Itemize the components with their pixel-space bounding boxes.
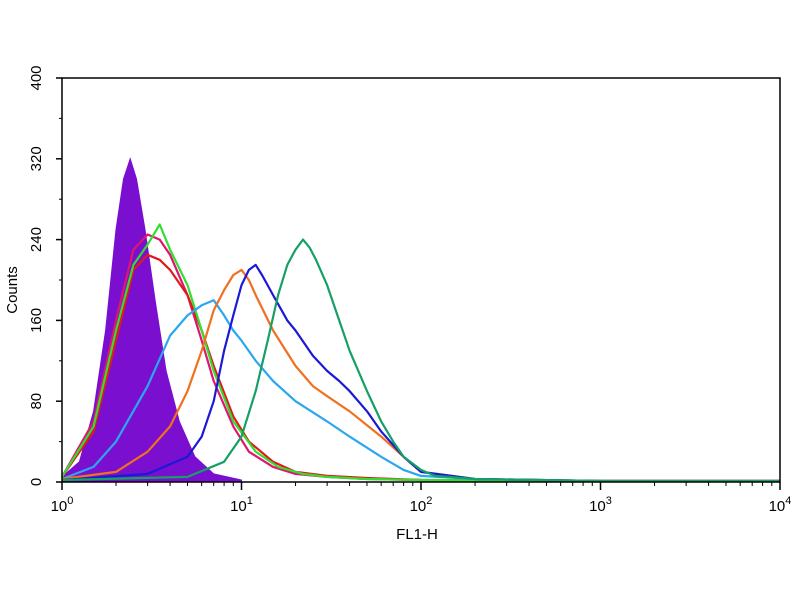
y-tick-label-5: 400 (28, 65, 45, 90)
x-tick-label-3: 103 (589, 495, 612, 515)
y-tick-label-4: 320 (28, 146, 45, 171)
series-4-histogram-line (61, 299, 780, 483)
x-tick-label-2: 102 (410, 495, 433, 515)
x-tick-label-1: 101 (230, 495, 253, 515)
x-tick-label-0: 100 (51, 495, 74, 515)
series-3-histogram-line (61, 223, 780, 483)
series-7-histogram-line (61, 238, 780, 483)
y-tick-label-0: 0 (28, 478, 45, 486)
axes-layer: 0 80 160 240 320 400 100 101 102 103 104 (28, 65, 791, 515)
x-tick-label-4: 104 (769, 495, 792, 515)
y-tick-label-2: 160 (28, 308, 45, 333)
series-0-filled-histogram (61, 157, 242, 483)
y-axis-title: Counts (4, 266, 21, 314)
y-tick-label-3: 240 (28, 227, 45, 252)
series-layer (61, 157, 780, 483)
y-tick-label-1: 80 (28, 393, 45, 410)
x-axis-title: FL1-H (396, 526, 438, 543)
